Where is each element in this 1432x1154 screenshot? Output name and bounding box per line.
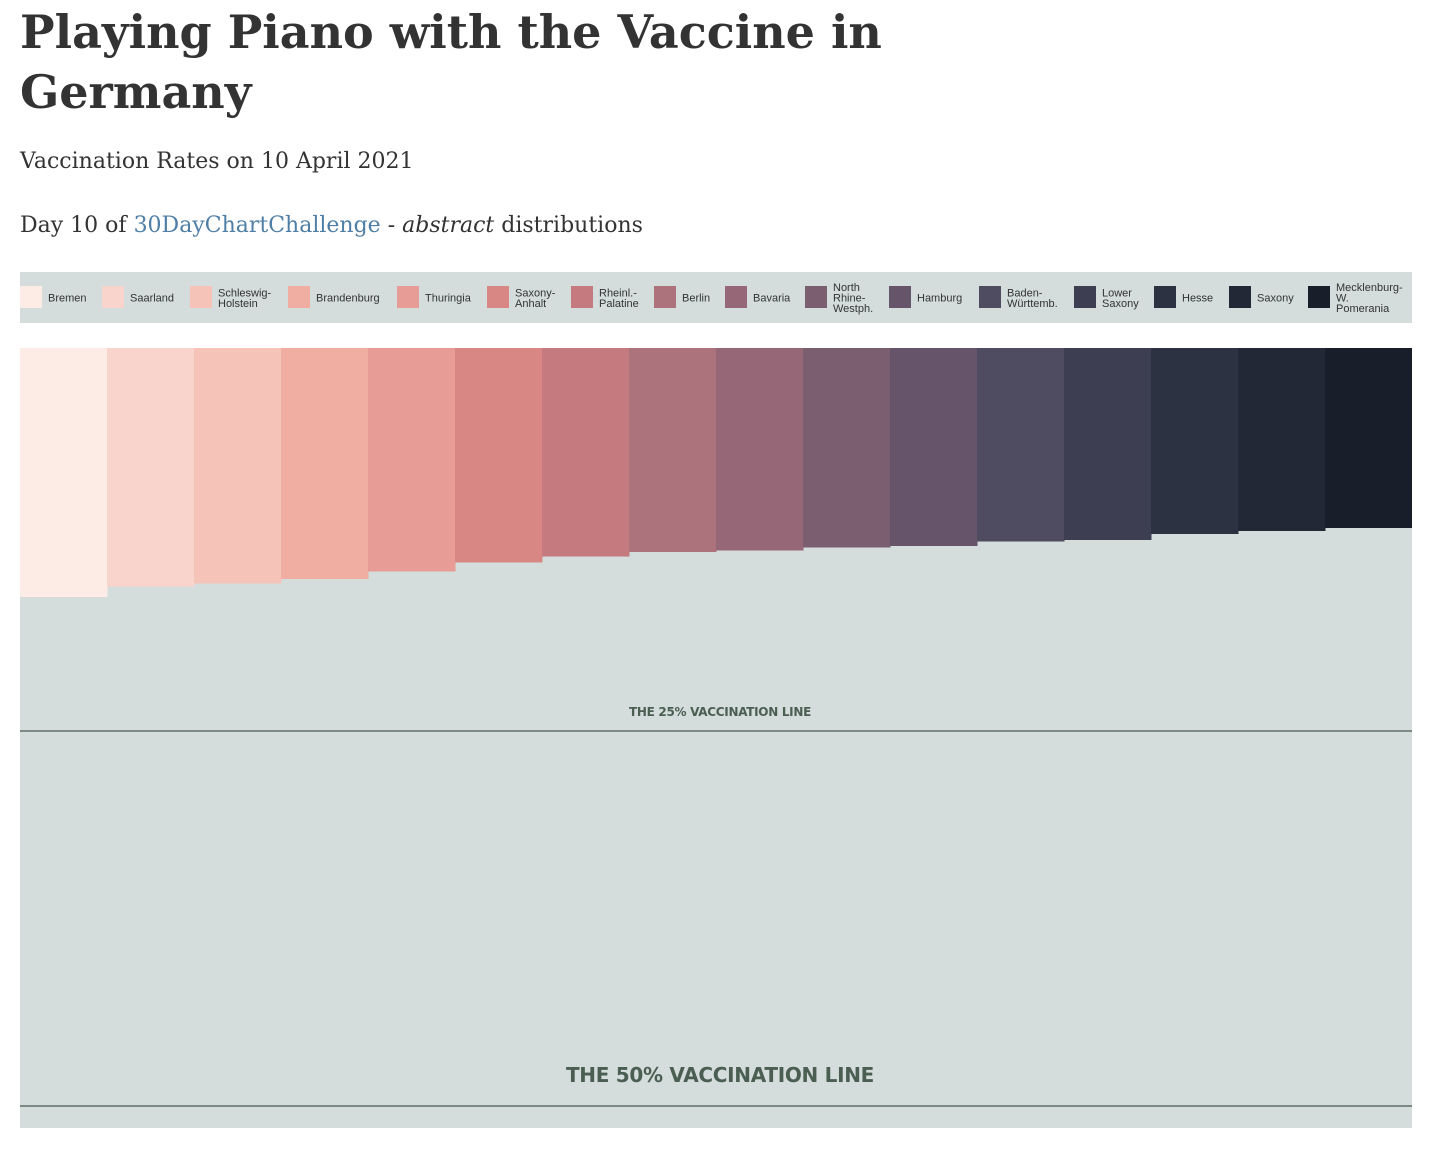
bar: [1064, 348, 1152, 540]
chart-svg: THE 25% VACCINATION LINE THE 50% VACCINAT…: [20, 348, 1412, 1128]
legend-swatch: [889, 286, 911, 308]
day-prefix: Day 10 of: [20, 213, 127, 238]
bar: [716, 348, 804, 551]
bar: [803, 348, 891, 548]
vaccination-chart: THE 25% VACCINATION LINE THE 50% VACCINAT…: [20, 348, 1412, 1128]
legend-label: Baden-Württemb.: [1007, 287, 1058, 310]
legend-item: Thuringia: [397, 286, 472, 308]
legend-swatch: [397, 286, 419, 308]
reference-line-label: THE 50% VACCINATION LINE: [566, 1063, 874, 1087]
bar: [890, 348, 978, 546]
legend-label: Bremen: [48, 293, 87, 305]
bar: [455, 348, 543, 563]
legend-swatch: [1074, 286, 1096, 308]
bar: [1238, 348, 1326, 531]
legend-svg: Bremen Saarland Schleswig-Holstein Brandenb…: [20, 272, 1412, 323]
legend-label: North Rhine-Westph.: [833, 282, 873, 315]
legend-item: Berlin: [654, 286, 710, 308]
legend-label: Brandenburg: [316, 293, 380, 305]
legend-item: Lower Saxony: [1074, 286, 1139, 310]
bar: [20, 348, 108, 597]
topic-rest: distributions: [501, 213, 643, 238]
legend-label: Hesse: [1182, 293, 1213, 305]
separator: -: [387, 213, 396, 238]
legend-label: Berlin: [682, 293, 710, 305]
bar: [977, 348, 1065, 542]
bar: [107, 348, 195, 587]
legend-swatch: [190, 286, 212, 308]
legend-label: Schleswig-Holstein: [218, 287, 272, 310]
legend-swatch: [1154, 286, 1176, 308]
legend-label: Saarland: [130, 293, 174, 305]
legend-item: Saarland: [102, 286, 174, 308]
challenge-link[interactable]: 30DayChartChallenge: [133, 213, 381, 238]
legend-item: Hesse: [1154, 286, 1213, 308]
legend-label: Lower Saxony: [1102, 287, 1139, 310]
topic-italic: abstract: [402, 213, 495, 238]
legend-item: Hamburg: [889, 286, 962, 308]
legend-swatch: [654, 286, 676, 308]
bar: [629, 348, 717, 552]
bar: [1325, 348, 1412, 528]
legend-label: Thuringia: [425, 293, 472, 305]
legend-item: Bavaria: [725, 286, 791, 308]
bar: [194, 348, 282, 584]
legend-item: Schleswig-Holstein: [190, 286, 272, 310]
chart-legend: Bremen Saarland Schleswig-Holstein Brandenb…: [20, 272, 1412, 323]
legend-item: Saxony-Anhalt: [487, 286, 556, 310]
legend-swatch: [805, 286, 827, 308]
legend-swatch: [1229, 286, 1251, 308]
legend-label: Rheinl.-Palatine: [599, 287, 639, 310]
legend-swatch: [20, 286, 42, 308]
reference-line-label: THE 25% VACCINATION LINE: [629, 705, 811, 719]
legend-label: Mecklenburg-W. Pomerania: [1336, 282, 1403, 315]
legend-item: Brandenburg: [288, 286, 380, 308]
legend-item: Baden-Württemb.: [979, 286, 1058, 310]
legend-swatch: [1308, 286, 1330, 308]
legend-label: Bavaria: [753, 293, 791, 305]
page-subtitle: Vaccination Rates on 10 April 2021: [20, 149, 414, 174]
challenge-line: Day 10 of 30DayChartChallenge - abstract…: [20, 210, 643, 242]
bar: [542, 348, 630, 557]
legend-label: Saxony: [1257, 293, 1294, 305]
legend-label: Hamburg: [917, 293, 962, 305]
legend-item: Rheinl.-Palatine: [571, 286, 639, 310]
legend-background: [20, 272, 1412, 323]
legend-swatch: [725, 286, 747, 308]
page-title: Playing Piano with the Vaccine in German…: [20, 5, 882, 119]
bar: [281, 348, 369, 579]
legend-item: North Rhine-Westph.: [805, 282, 873, 315]
legend-swatch: [487, 286, 509, 308]
legend-item: Mecklenburg-W. Pomerania: [1308, 282, 1403, 315]
legend-swatch: [288, 286, 310, 308]
legend-swatch: [571, 286, 593, 308]
legend-label: Saxony-Anhalt: [515, 287, 556, 310]
bar: [1151, 348, 1239, 534]
legend-item: Bremen: [20, 286, 87, 308]
legend-swatch: [102, 286, 124, 308]
bar: [368, 348, 456, 572]
legend-item: Saxony: [1229, 286, 1294, 308]
legend-swatch: [979, 286, 1001, 308]
